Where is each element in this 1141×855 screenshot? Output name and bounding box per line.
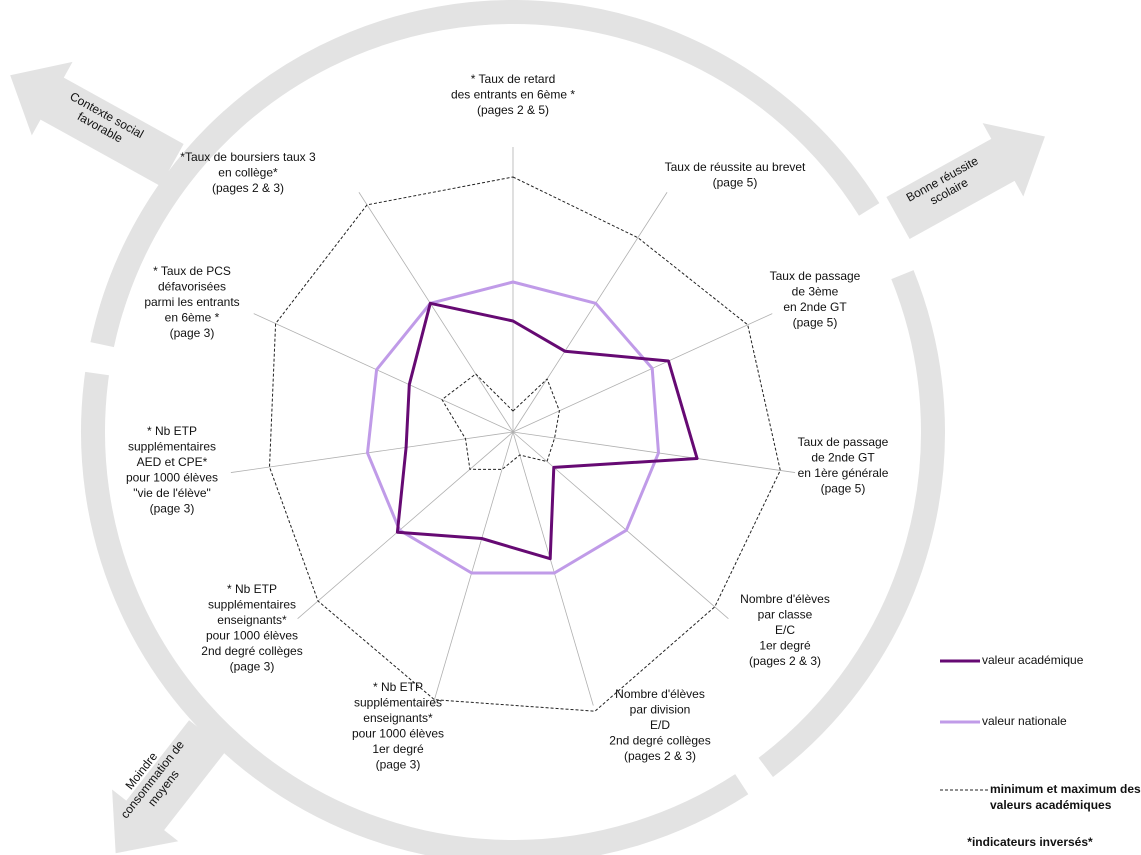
- spoke: [512, 431, 594, 706]
- axis-label: supplémentaires: [208, 598, 296, 612]
- arrow: [112, 720, 227, 854]
- spoke: [432, 431, 514, 706]
- axis-label: supplémentaires: [354, 696, 442, 710]
- ring-arc: [99, 110, 240, 313]
- axis-label: Taux de passage: [770, 269, 861, 283]
- axis-label: pour 1000 élèves: [206, 629, 298, 643]
- spoke: [297, 431, 514, 619]
- axis-label: en 2nde GT: [783, 300, 847, 314]
- series-polygon: [269, 176, 781, 712]
- axis-label: enseignants*: [217, 613, 287, 627]
- axis-label: pour 1000 élèves: [126, 471, 218, 485]
- axis-label: (pages 2 & 5): [477, 103, 549, 117]
- footnote: *indicateurs inversés*: [967, 835, 1093, 849]
- axis-label: (page 3): [376, 758, 421, 772]
- axis-label: (page 5): [713, 176, 758, 190]
- ring: [81, 0, 945, 855]
- axis-label: par classe: [758, 608, 813, 622]
- ring-arc: [81, 371, 749, 855]
- axis-label: pour 1000 élèves: [352, 727, 444, 741]
- axis-label: AED et CPE*: [137, 455, 208, 469]
- axis-label: Taux de réussite au brevet: [665, 160, 806, 174]
- axis-label: 2nd degré collèges: [609, 734, 710, 748]
- axis-label: de 3ème: [792, 285, 839, 299]
- axis-label: Taux de passage: [798, 435, 889, 449]
- axis-label: *Taux de boursiers taux 3: [180, 150, 316, 164]
- axis-label: "vie de l'élève": [133, 486, 211, 500]
- axis-label: en collège*: [218, 166, 278, 180]
- legend-label: valeur nationale: [982, 714, 1067, 728]
- axis-label: 1er degré: [372, 742, 424, 756]
- axis-label: 1er degré: [759, 639, 811, 653]
- axis-label: supplémentaires: [128, 440, 216, 454]
- axis-label: (page 3): [170, 326, 215, 340]
- axis-label: défavorisées: [158, 280, 226, 294]
- axis-label: des entrants en 6ème *: [451, 88, 575, 102]
- spoke: [512, 431, 729, 619]
- spoke: [358, 192, 514, 433]
- legend-label: valeurs académiques: [990, 798, 1112, 812]
- axis-label: E/C: [775, 623, 795, 637]
- axis-label: * Taux de retard: [471, 72, 556, 86]
- axis-label: (page 5): [793, 316, 838, 330]
- axis-label: par division: [630, 703, 691, 717]
- spoke: [512, 313, 773, 433]
- spoke: [512, 192, 668, 433]
- axis-label: enseignants*: [363, 711, 433, 725]
- axis-label: E/D: [650, 718, 670, 732]
- axis-label: parmi les entrants: [144, 295, 239, 309]
- arrow-shape: [886, 123, 1045, 239]
- arrow: [10, 61, 184, 186]
- axis-label: de 2nde GT: [811, 451, 875, 465]
- axis-label: en 6ème *: [165, 311, 220, 325]
- legend-label: valeur académique: [982, 653, 1084, 667]
- axis-label: * Nb ETP: [373, 680, 423, 694]
- axis-label: (pages 2 & 3): [212, 181, 284, 195]
- ring-arc: [758, 270, 945, 778]
- arrow-shape: [10, 61, 184, 186]
- axis-label: * Taux de PCS: [153, 264, 231, 278]
- axis-label: * Nb ETP: [227, 582, 277, 596]
- legend-label: minimum et maximum des: [990, 782, 1141, 796]
- axis-label: (pages 2 & 3): [749, 654, 821, 668]
- arrow: [886, 123, 1045, 239]
- series-polygon: [441, 373, 560, 470]
- axis-label: (pages 2 & 3): [624, 749, 696, 763]
- axis-label: (page 3): [150, 502, 195, 516]
- axis-label: * Nb ETP: [147, 424, 197, 438]
- axis-label: (page 5): [821, 482, 866, 496]
- axis-label: (page 3): [230, 660, 275, 674]
- arrow-shape: [112, 720, 227, 854]
- axis-label: Nombre d'élèves: [615, 687, 705, 701]
- axis-label: 2nd degré collèges: [201, 644, 302, 658]
- spoke: [253, 313, 514, 433]
- axis-label: Nombre d'élèves: [740, 592, 830, 606]
- spoke: [512, 431, 796, 473]
- axis-label: en 1ère générale: [798, 466, 889, 480]
- series-polygon: [395, 301, 699, 561]
